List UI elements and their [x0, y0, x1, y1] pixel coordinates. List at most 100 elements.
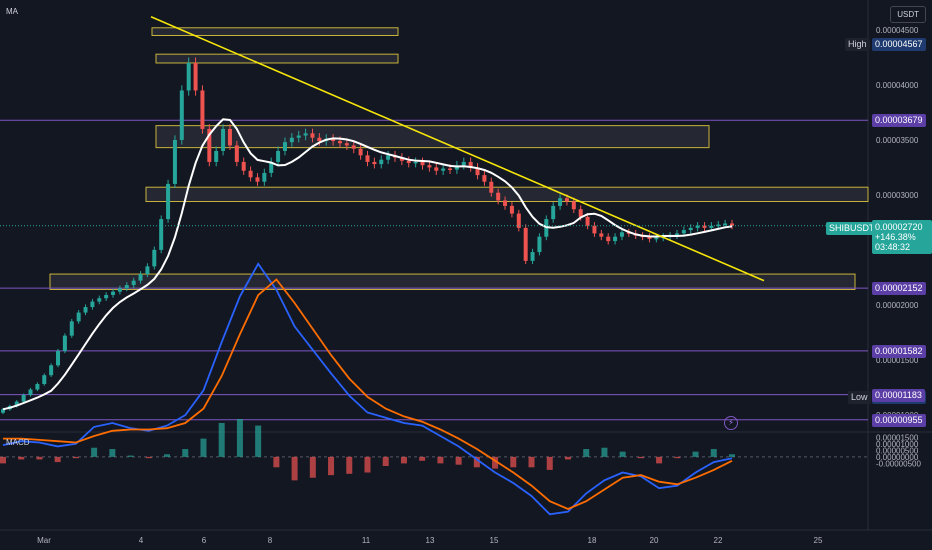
candle-body [716, 224, 721, 227]
macd-histogram-bar [291, 456, 298, 481]
macd-histogram-bar [236, 419, 243, 457]
candle-body [358, 148, 363, 156]
lightning-icon[interactable]: ⚡ [724, 416, 738, 430]
candle-body [138, 274, 143, 281]
time-tick-label: 20 [650, 536, 659, 545]
macd-histogram-bar [0, 456, 6, 464]
candle-body [317, 137, 322, 142]
candle-body [537, 236, 542, 253]
support-resistance-zone [155, 125, 710, 149]
candle-body [234, 145, 239, 162]
time-tick-label: 11 [362, 536, 371, 545]
candle-body [482, 175, 487, 182]
macd-tick-label: 0.00001500 [876, 433, 919, 442]
candle-body [503, 200, 508, 206]
macd-histogram-bar [309, 456, 316, 478]
candle-body [647, 236, 652, 239]
candle-body [723, 223, 728, 225]
candle-body [523, 227, 528, 261]
macd-histogram-bar [36, 456, 43, 460]
macd-histogram-bar [437, 456, 444, 464]
time-tick-label: 13 [426, 536, 435, 545]
macd-histogram-bar [18, 456, 25, 460]
macd-histogram-bar [164, 454, 171, 457]
candle-body [496, 192, 501, 201]
candle-body [489, 181, 494, 193]
candle-body [214, 150, 219, 162]
candle-body [599, 233, 604, 237]
candle-body [179, 90, 184, 140]
indicator-title[interactable]: MA [6, 7, 18, 16]
price-tick-label: 0.00003500 [876, 136, 919, 145]
high-label: High [845, 38, 870, 51]
candle-body [62, 335, 67, 352]
candle-body [131, 280, 136, 286]
price-tick-label: 0.00004500 [876, 26, 919, 35]
time-tick-label: 25 [814, 536, 823, 545]
candle-body [681, 230, 686, 234]
currency-badge[interactable]: USDT [890, 6, 926, 23]
change-percent: +146.38% [875, 232, 916, 242]
candle-body [475, 167, 480, 176]
macd-line [2, 262, 733, 516]
price-tag: 0.00002720 +146.38% 03:48:32 [872, 220, 932, 254]
candle-body [35, 384, 40, 390]
candle-body [193, 62, 198, 91]
candle-body [674, 233, 679, 236]
candle-body [76, 312, 81, 322]
macd-histogram-bar [419, 456, 426, 461]
low-label: Low [848, 391, 871, 404]
macd-title[interactable]: MACD [6, 438, 30, 447]
macd-histogram-bar [273, 456, 280, 468]
candle-body [571, 201, 576, 210]
macd-histogram-bar [583, 449, 590, 457]
candle-body [90, 301, 95, 308]
time-tick-label: 15 [490, 536, 499, 545]
candle-body [289, 137, 294, 143]
macd-tick-label: 0.00001000 [876, 440, 919, 449]
macd-histogram-bar [674, 456, 681, 459]
candle-body [97, 298, 102, 302]
macd-histogram-bar [564, 456, 571, 460]
macd-histogram-bar [510, 456, 517, 468]
macd-histogram-bar [637, 456, 644, 459]
candle-body [344, 143, 349, 146]
macd-histogram-bar [455, 456, 462, 465]
time-tick-label: 18 [588, 536, 597, 545]
candle-body [241, 161, 246, 171]
macd-histogram-bar [528, 456, 535, 468]
macd-histogram-bar [492, 456, 499, 469]
candle-body [310, 133, 315, 138]
macd-histogram-bar [328, 456, 335, 476]
macd-histogram-bar [127, 455, 134, 457]
candle-body [468, 161, 473, 168]
macd-histogram-bar [692, 451, 699, 457]
macd-histogram-bar [218, 422, 225, 457]
candle-body [695, 225, 700, 228]
candle-body [166, 183, 171, 220]
macd-histogram-bar [729, 454, 735, 457]
candle-body [296, 135, 301, 138]
candle-body [413, 161, 418, 164]
macd-histogram-bar [382, 456, 389, 466]
candle-body [83, 307, 88, 313]
macd-histogram-bar [255, 425, 262, 457]
time-tick-label: 22 [714, 536, 723, 545]
price-tick-label: 0.00003000 [876, 191, 919, 200]
candle-body [255, 177, 260, 182]
candle-body [558, 198, 563, 206]
candle-body [434, 167, 439, 171]
price-tick-label: 0.00004000 [876, 81, 919, 90]
candle-body [379, 159, 384, 165]
candle-body [269, 161, 274, 173]
candle-body [276, 150, 281, 162]
high-value-tag: 0.00004567 [872, 38, 926, 51]
countdown: 03:48:32 [875, 242, 911, 252]
macd-histogram-bar [601, 447, 608, 457]
candle-body [730, 223, 734, 226]
macd-histogram-bar [72, 456, 79, 459]
candle-body [221, 128, 226, 151]
candle-body [69, 321, 74, 336]
